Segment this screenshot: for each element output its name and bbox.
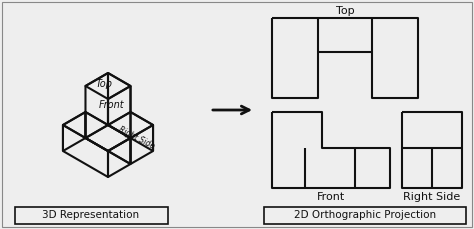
Text: Top: Top xyxy=(336,6,354,16)
Text: Top: Top xyxy=(95,79,112,89)
Bar xyxy=(15,207,168,224)
Text: Front: Front xyxy=(317,192,345,202)
Text: 2D Orthographic Projection: 2D Orthographic Projection xyxy=(294,210,436,220)
Text: Right Side: Right Side xyxy=(403,192,461,202)
Text: Front: Front xyxy=(99,99,124,109)
Bar xyxy=(264,207,466,224)
Text: 3D Representation: 3D Representation xyxy=(43,210,139,220)
Text: Right Side: Right Side xyxy=(117,125,156,151)
